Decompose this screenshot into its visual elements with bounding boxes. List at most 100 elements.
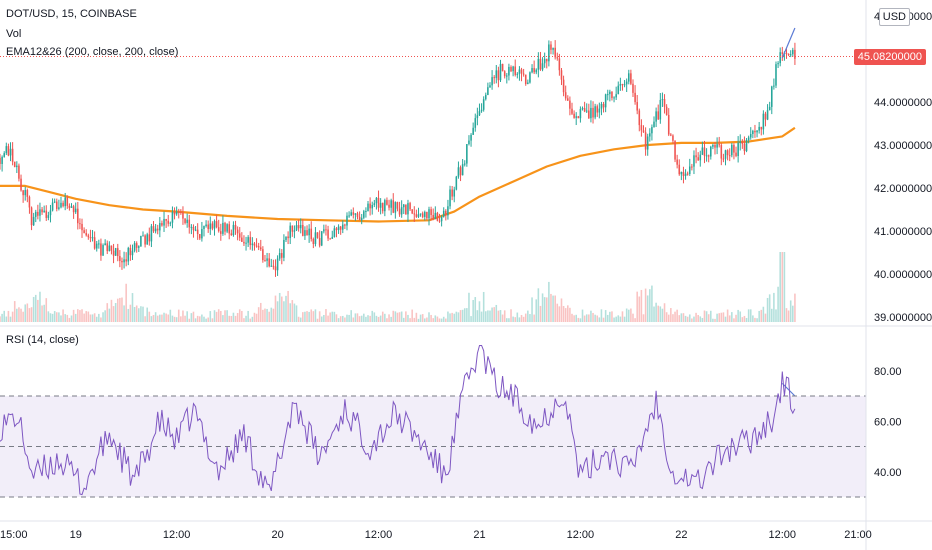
volume-bar xyxy=(762,306,765,322)
candle-body xyxy=(337,226,340,231)
candle-body xyxy=(60,202,62,208)
candle-body xyxy=(390,200,392,208)
candle-body xyxy=(459,167,462,176)
candle-body xyxy=(20,178,22,191)
volume-bar xyxy=(207,317,209,322)
volume-bar xyxy=(545,297,548,322)
price-tick-label: 40.00000000 xyxy=(874,269,932,281)
volume-bar xyxy=(785,308,788,322)
candle-body xyxy=(255,245,258,247)
volume-bar xyxy=(352,317,355,322)
volume-bar xyxy=(3,310,5,322)
candle-body xyxy=(537,58,540,70)
symbol-legend[interactable]: DOT/USD, 15, COINBASE xyxy=(6,8,137,20)
rsi-trendline xyxy=(781,382,796,397)
volume-bar xyxy=(426,317,428,322)
candle-body xyxy=(621,84,624,86)
volume-bar xyxy=(232,312,235,322)
candle-body xyxy=(482,99,485,110)
ema-legend[interactable]: EMA12&26 (200, close, 200, close) xyxy=(6,46,179,58)
volume-bar xyxy=(91,314,94,322)
candle-body xyxy=(501,63,504,72)
volume-legend[interactable]: Vol xyxy=(6,28,22,40)
candle-body xyxy=(539,58,542,70)
candle-body xyxy=(457,167,460,177)
candle-body xyxy=(663,99,666,107)
candle-body xyxy=(710,146,712,157)
candle-body xyxy=(550,44,552,50)
volume-bar xyxy=(512,316,514,322)
volume-bar xyxy=(325,309,327,322)
candle-body xyxy=(161,223,163,226)
volume-bar xyxy=(74,313,77,322)
volume-bar xyxy=(333,311,336,322)
volume-bar xyxy=(211,318,214,322)
volume-bar xyxy=(9,316,12,322)
candle-body xyxy=(369,203,371,209)
volume-bar xyxy=(381,311,384,322)
candlesticks xyxy=(0,40,796,277)
volume-bar xyxy=(87,311,90,322)
currency-badge[interactable]: USD xyxy=(878,8,910,26)
volume-bar xyxy=(167,314,170,322)
candle-body xyxy=(289,225,291,239)
candle-body xyxy=(350,212,352,216)
volume-bar xyxy=(198,316,201,322)
candle-body xyxy=(781,52,784,54)
rsi-tick-label: 80.00 xyxy=(874,366,902,378)
volume-bar xyxy=(312,311,315,322)
candle-body xyxy=(310,228,313,239)
candle-body xyxy=(424,211,426,217)
candle-body xyxy=(220,231,222,234)
volume-bar xyxy=(564,308,567,322)
volume-bar xyxy=(770,308,773,322)
volume-bar xyxy=(537,288,540,322)
volume-bar xyxy=(501,314,504,322)
candle-body xyxy=(752,130,754,134)
candle-body xyxy=(670,134,672,136)
volume-bar xyxy=(215,311,218,322)
volume-bar xyxy=(514,317,517,322)
candle-body xyxy=(58,207,60,209)
volume-bar xyxy=(388,314,390,322)
volume-bar xyxy=(41,305,43,322)
candle-body xyxy=(562,79,565,93)
volume-bar xyxy=(304,311,306,322)
volume-bar xyxy=(625,308,628,322)
candle-body xyxy=(93,237,96,249)
volume-bar xyxy=(394,311,397,322)
candle-body xyxy=(276,258,279,271)
volume-bar xyxy=(34,294,37,322)
candle-body xyxy=(85,233,88,236)
volume-bar xyxy=(205,318,207,322)
candle-body xyxy=(116,248,119,257)
candle-body xyxy=(205,224,207,227)
candle-body xyxy=(114,248,117,256)
candle-body xyxy=(436,212,439,221)
candle-body xyxy=(583,108,586,112)
candle-body xyxy=(463,163,466,165)
volume-bar xyxy=(613,317,615,322)
volume-bar xyxy=(236,312,239,322)
volume-bar xyxy=(670,308,672,322)
volume-bar xyxy=(66,314,69,322)
candle-body xyxy=(451,189,453,197)
candle-body xyxy=(720,145,723,159)
volume-bar xyxy=(539,305,542,322)
candle-body xyxy=(472,127,474,135)
volume-bar xyxy=(51,313,54,322)
volume-bar xyxy=(710,310,712,322)
volume-bar xyxy=(112,306,115,322)
candle-body xyxy=(453,189,456,197)
volume-bar xyxy=(213,310,216,322)
rsi-legend[interactable]: RSI (14, close) xyxy=(6,334,79,346)
candle-body xyxy=(394,202,397,213)
candle-body xyxy=(722,158,725,160)
time-tick-label: 22 xyxy=(675,529,687,541)
candle-body xyxy=(474,118,477,128)
candle-body xyxy=(405,204,407,215)
volume-bar xyxy=(524,313,527,322)
candle-body xyxy=(268,258,270,267)
volume-bar xyxy=(577,317,580,322)
